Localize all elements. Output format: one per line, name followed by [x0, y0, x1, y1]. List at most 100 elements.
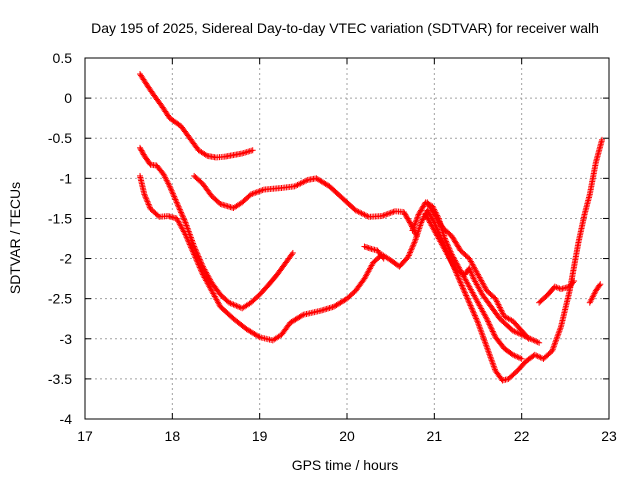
- data-point-arc-4: [143, 197, 150, 204]
- data-point-arc-4: [145, 200, 152, 207]
- data-point-arc-5: [517, 355, 524, 362]
- data-point-arc-4: [461, 289, 468, 296]
- data-point-arc-4: [456, 278, 463, 285]
- data-point-arc-6: [425, 216, 432, 223]
- data-point-arc-3: [233, 302, 240, 309]
- data-point-arc-4: [185, 238, 192, 245]
- data-point-arc-6: [470, 274, 477, 281]
- data-point-arc-3: [171, 193, 178, 200]
- data-point-arc-5: [446, 245, 453, 252]
- data-point-arc-5: [484, 317, 491, 324]
- x-tick-label: 17: [77, 428, 93, 444]
- data-point-arc-10: [597, 281, 604, 288]
- y-tick-label: -1: [60, 170, 73, 186]
- data-point-arc-4: [145, 201, 152, 208]
- data-point-arc-3: [181, 216, 188, 223]
- data-point-arc-4: [192, 254, 199, 261]
- data-point-arc-3: [137, 144, 144, 151]
- data-point-arc-3: [137, 146, 144, 153]
- data-point-arc-3: [227, 300, 234, 307]
- y-tick-label: -3.5: [48, 371, 72, 387]
- data-point-arc-5: [509, 351, 516, 358]
- data-point-arc-4: [193, 255, 200, 262]
- data-point-arc-7: [494, 300, 501, 307]
- data-point-arc-2: [291, 183, 298, 190]
- data-point-arc-5: [485, 318, 492, 325]
- data-point-arc-5: [410, 224, 417, 231]
- x-tick-label: 18: [165, 428, 181, 444]
- data-point-arc-2: [380, 212, 387, 219]
- data-point-arc-2: [384, 210, 391, 217]
- y-tick-label: 0: [64, 90, 72, 106]
- x-tick-label: 22: [514, 428, 530, 444]
- data-point-arc-2: [247, 191, 254, 198]
- data-point-arc-4: [459, 283, 466, 290]
- data-point-arc-6: [533, 338, 540, 345]
- y-tick-label: 0.5: [53, 50, 73, 66]
- data-point-arc-2: [387, 209, 394, 216]
- data-point-arc-4: [463, 292, 470, 299]
- data-point-arc-6: [424, 215, 431, 222]
- data-point-arc-4: [141, 192, 148, 199]
- data-point-arc-4: [198, 267, 205, 274]
- data-point-arc-3: [169, 189, 176, 196]
- data-point-arc-2: [407, 220, 414, 227]
- data-point-arc-4: [599, 136, 606, 143]
- data-point-arc-4: [455, 273, 462, 280]
- data-point-arc-2: [386, 210, 393, 217]
- data-point-arc-6: [423, 212, 430, 219]
- data-point-arc-4: [455, 275, 462, 282]
- data-point-arc-5: [515, 354, 522, 361]
- data-point-arc-6: [453, 267, 460, 274]
- data-point-arc-6: [469, 272, 476, 279]
- data-point-arc-4: [405, 253, 412, 260]
- data-point-arc-5: [412, 220, 419, 227]
- data-point-arc-4: [183, 232, 190, 239]
- data-point-arc-4: [154, 212, 161, 219]
- data-point-arc-4: [187, 242, 194, 249]
- data-point-arc-5: [413, 215, 420, 222]
- data-point-arc-6: [424, 214, 431, 221]
- data-point-arc-2: [295, 181, 302, 188]
- data-point-arc-4: [468, 305, 475, 312]
- data-point-arc-3: [230, 301, 237, 308]
- data-point-arc-4: [299, 312, 306, 319]
- data-point-arc-4: [410, 240, 417, 247]
- data-point-arc-5: [487, 324, 494, 331]
- data-point-arc-4: [461, 288, 468, 295]
- data-point-arc-3: [178, 210, 185, 217]
- data-point-arc-4: [470, 308, 477, 315]
- data-point-arc-7: [524, 334, 531, 341]
- data-point-arc-6: [468, 269, 475, 276]
- data-point-arc-3: [226, 299, 233, 306]
- data-point-arc-5: [414, 214, 421, 221]
- data-point-arc-2: [352, 207, 359, 214]
- data-point-arc-6: [456, 268, 463, 275]
- data-point-arc-4: [460, 286, 467, 293]
- data-point-arc-5: [490, 329, 497, 336]
- data-point-arc-4: [144, 198, 151, 205]
- data-point-arc-5: [444, 241, 451, 248]
- data-point-arc-4: [411, 239, 418, 246]
- data-point-arc-4: [465, 298, 472, 305]
- data-point-arc-4: [142, 194, 149, 201]
- data-point-arc-9: [554, 284, 561, 291]
- data-point-arc-4: [199, 270, 206, 277]
- data-point-arc-4: [474, 318, 481, 325]
- x-tick-label: 20: [339, 428, 355, 444]
- data-point-arc-4: [469, 306, 476, 313]
- data-point-arc-4: [457, 279, 464, 286]
- data-point-arc-3: [172, 196, 179, 203]
- data-point-arc-2: [361, 211, 368, 218]
- data-point-arc-4: [531, 351, 538, 358]
- data-point-arc-2: [381, 211, 388, 218]
- data-point-arc-4: [456, 276, 463, 283]
- data-point-arc-4: [198, 268, 205, 275]
- data-point-arc-5: [412, 218, 419, 225]
- data-point-arc-2: [303, 177, 310, 184]
- data-point-arc-5: [415, 212, 422, 219]
- data-point-arc-2: [297, 180, 304, 187]
- data-point-arc-3: [166, 183, 173, 190]
- data-point-arc-2: [249, 190, 256, 197]
- data-point-arc-4: [534, 353, 541, 360]
